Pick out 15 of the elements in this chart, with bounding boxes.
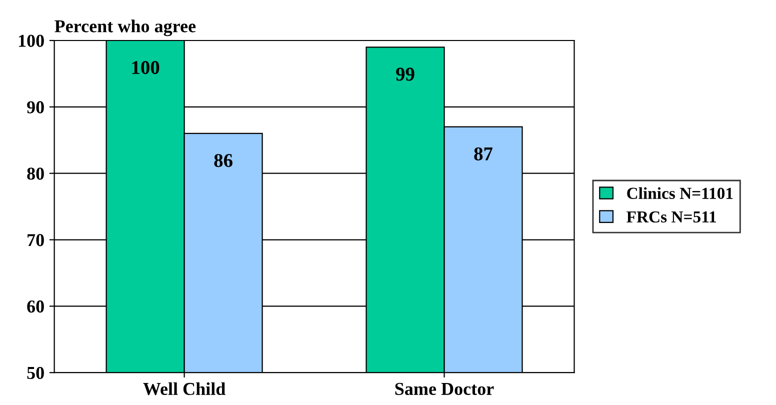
chart-title: Percent who agree <box>54 20 196 36</box>
x-tick-label: Same Doctor <box>395 382 494 396</box>
y-tick-label: 100 <box>18 34 44 47</box>
data-label: 86 <box>214 154 232 168</box>
y-tick-label: 80 <box>27 168 44 180</box>
y-tick-label: 70 <box>28 234 44 246</box>
legend-label: FRCs N=511 <box>626 211 716 223</box>
legend-label: Clinics N=1101 <box>627 187 733 199</box>
data-label: 87 <box>474 147 492 160</box>
x-tick-label: Well Child <box>143 382 226 396</box>
y-tick-label: 50 <box>27 366 44 380</box>
y-tick-label: 60 <box>27 300 44 313</box>
data-label: 100 <box>132 60 160 74</box>
y-tick-label: 90 <box>27 101 44 114</box>
data-label: 99 <box>396 68 414 81</box>
